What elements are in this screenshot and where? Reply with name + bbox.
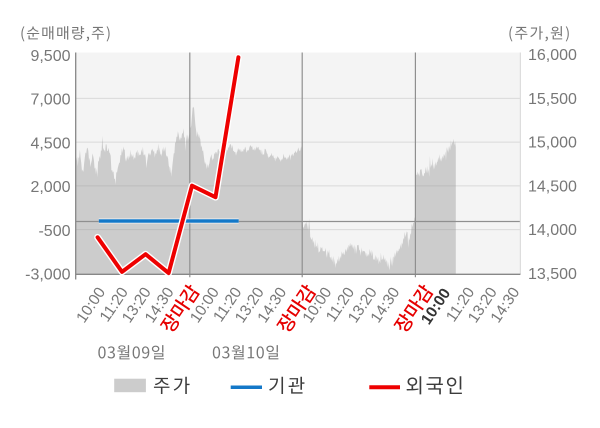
svg-text:15,000: 15,000 xyxy=(528,135,577,152)
svg-text:2,000: 2,000 xyxy=(30,179,70,196)
svg-text:9,500: 9,500 xyxy=(30,48,70,65)
svg-text:16,000: 16,000 xyxy=(528,47,577,64)
svg-text:-3,000: -3,000 xyxy=(25,267,70,284)
svg-text:14,500: 14,500 xyxy=(528,179,577,196)
svg-text:15,500: 15,500 xyxy=(528,91,577,108)
svg-text:-500: -500 xyxy=(38,223,70,240)
svg-text:7,000: 7,000 xyxy=(30,92,70,109)
svg-text:13,500: 13,500 xyxy=(528,266,577,283)
svg-text:14,000: 14,000 xyxy=(528,222,577,239)
svg-text:4,500: 4,500 xyxy=(30,135,70,152)
